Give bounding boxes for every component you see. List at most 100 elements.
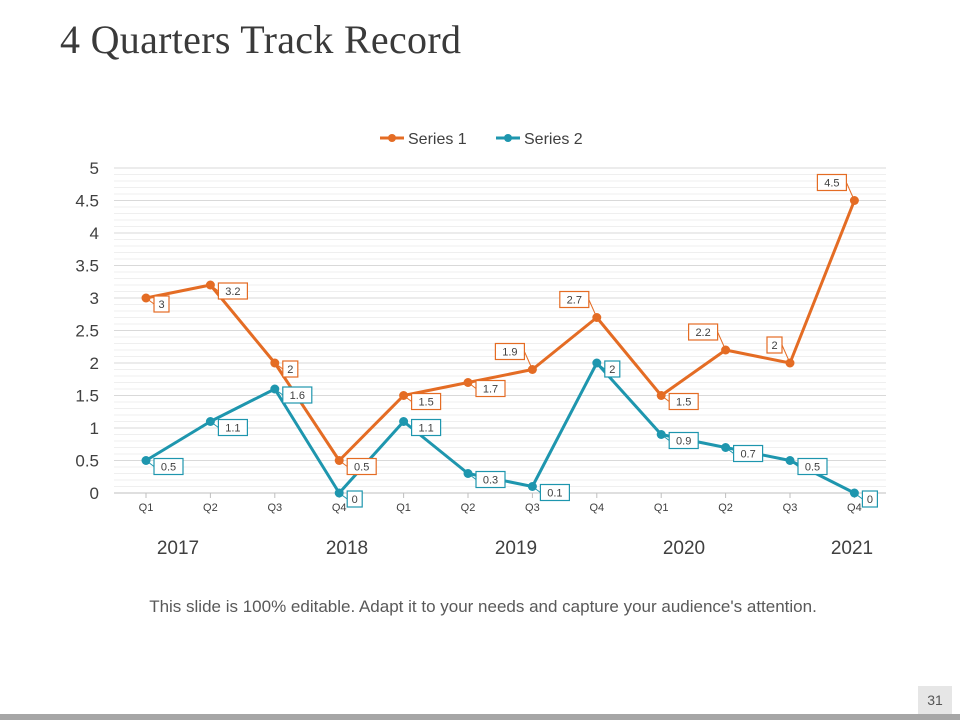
x-tick-label: Q2 bbox=[203, 502, 218, 514]
data-label-leader bbox=[781, 344, 791, 364]
data-label-leader bbox=[467, 473, 477, 480]
series-1-data-label: 4.5 bbox=[816, 173, 855, 201]
x-tick-label: Q3 bbox=[525, 502, 540, 514]
y-tick-label: 1 bbox=[90, 419, 99, 438]
series-1-data-label: 1.7 bbox=[467, 379, 506, 398]
line-chart: 00.511.522.533.544.55 Q1 Q2 Q3 Q4 Q1 Q2 Q3 Q4 Q1… bbox=[75, 131, 886, 559]
x-tick-label: Q4 bbox=[589, 502, 604, 514]
data-label-box bbox=[475, 470, 506, 489]
data-label-leader bbox=[145, 297, 155, 305]
series-2-data-label: 0.5 bbox=[145, 457, 184, 476]
series-1-data-label: 2.2 bbox=[687, 323, 727, 351]
data-label-text: 3.2 bbox=[225, 286, 240, 298]
data-label-box bbox=[797, 457, 828, 476]
data-label-text: 1.9 bbox=[502, 347, 517, 359]
x-tick-label: Q3 bbox=[783, 502, 798, 514]
x-tick-label: Q1 bbox=[396, 502, 411, 514]
series-1-data-label: 1.9 bbox=[494, 342, 533, 370]
data-label-leader bbox=[274, 362, 284, 370]
year-label: 2017 bbox=[157, 538, 199, 559]
data-label-leader bbox=[660, 434, 670, 441]
data-label-text: 2.7 bbox=[567, 295, 582, 307]
data-label-box bbox=[475, 379, 506, 398]
x-tick-label: Q1 bbox=[654, 502, 669, 514]
series-2-data-label: 0.1 bbox=[532, 483, 571, 502]
data-label-box bbox=[282, 386, 313, 404]
series-1-data-label: 1.5 bbox=[403, 392, 442, 411]
data-label-text: 3 bbox=[158, 299, 164, 311]
data-label-text: 0.7 bbox=[740, 449, 755, 461]
data-label-box bbox=[494, 342, 525, 361]
year-label: 2019 bbox=[495, 538, 537, 559]
legend-swatch-marker bbox=[388, 134, 396, 142]
series-1-data-label: 3 bbox=[145, 295, 170, 313]
data-label-leader bbox=[210, 284, 219, 292]
data-label-leader bbox=[338, 460, 348, 467]
series-2-data-label: 0.5 bbox=[789, 457, 828, 476]
data-label-text: 1.5 bbox=[676, 397, 691, 409]
data-label-leader bbox=[403, 395, 412, 402]
legend-label: Series 1 bbox=[408, 131, 467, 148]
data-label-box bbox=[766, 336, 783, 354]
data-label-text: 1.5 bbox=[418, 397, 433, 409]
slide-title: 4 Quarters Track Record bbox=[60, 17, 462, 62]
data-label-text: 2 bbox=[609, 364, 615, 376]
series-1-data-label: 2.7 bbox=[559, 290, 598, 318]
x-tick-label: Q2 bbox=[718, 502, 733, 514]
y-tick-label: 0 bbox=[90, 484, 99, 503]
data-label-box bbox=[816, 173, 848, 192]
data-label-text: 4.5 bbox=[824, 178, 839, 190]
x-tick-label: Q3 bbox=[267, 502, 282, 514]
y-tick-label: 2 bbox=[90, 354, 99, 373]
x-tick-label: Q4 bbox=[332, 502, 347, 514]
data-label-leader bbox=[210, 421, 219, 428]
series-2-data-label: 0 bbox=[338, 490, 363, 508]
data-label-box bbox=[153, 457, 184, 476]
data-label-text: 2 bbox=[287, 364, 293, 376]
data-label-text: 0 bbox=[352, 494, 358, 506]
series-2-data-label: 0.7 bbox=[725, 444, 764, 463]
data-label-leader bbox=[467, 382, 477, 389]
series-2-data-label: 1.6 bbox=[274, 386, 313, 404]
data-label-leader bbox=[532, 486, 541, 493]
data-label-text: 1.7 bbox=[483, 384, 498, 396]
series-1-data-label: 0.5 bbox=[338, 457, 377, 476]
data-label-leader bbox=[338, 492, 348, 500]
data-label-box bbox=[346, 490, 363, 508]
x-axis bbox=[114, 492, 886, 498]
y-axis-ticks: 0 0.5 1 1.5 2 2.5 3 3.5 4 4.5 5 bbox=[75, 159, 99, 503]
data-label-box bbox=[861, 490, 879, 508]
year-label: 2018 bbox=[326, 538, 368, 559]
slide-caption: This slide is 100% editable. Adapt it to… bbox=[149, 597, 817, 616]
legend: Series 1 Series 2 bbox=[380, 131, 583, 148]
data-label-box bbox=[282, 360, 299, 378]
data-label-box bbox=[687, 323, 719, 341]
series-1-data-label: 2 bbox=[766, 336, 791, 364]
series-1-data-label: 2 bbox=[274, 360, 299, 378]
y-tick-label: 5 bbox=[90, 159, 99, 178]
data-label-leader bbox=[717, 331, 727, 351]
data-label-box bbox=[217, 282, 248, 300]
footer-bar bbox=[0, 714, 960, 720]
data-label-box bbox=[411, 418, 442, 437]
data-label-text: 0 bbox=[867, 494, 873, 506]
data-label-text: 0.9 bbox=[676, 436, 691, 448]
data-label-box bbox=[217, 418, 248, 437]
legend-swatch-marker bbox=[504, 134, 512, 142]
data-label-text: 0.5 bbox=[354, 462, 369, 474]
data-label-box bbox=[559, 290, 590, 309]
year-label: 2021 bbox=[831, 538, 873, 559]
y-tick-label: 4 bbox=[90, 224, 99, 243]
x-tick-label: Q1 bbox=[139, 502, 154, 514]
data-label-text: 1.1 bbox=[225, 423, 240, 435]
legend-label: Series 2 bbox=[524, 131, 583, 148]
data-label-text: 0.5 bbox=[161, 462, 176, 474]
data-label-leader bbox=[660, 395, 670, 402]
data-label-text: 1.6 bbox=[290, 390, 305, 402]
data-label-leader bbox=[403, 421, 412, 428]
y-tick-label: 2.5 bbox=[75, 322, 99, 341]
data-label-text: 0.5 bbox=[805, 462, 820, 474]
data-label-box bbox=[346, 457, 377, 476]
series-2-data-label: 0.9 bbox=[660, 431, 699, 450]
grid-lines bbox=[114, 167, 886, 494]
